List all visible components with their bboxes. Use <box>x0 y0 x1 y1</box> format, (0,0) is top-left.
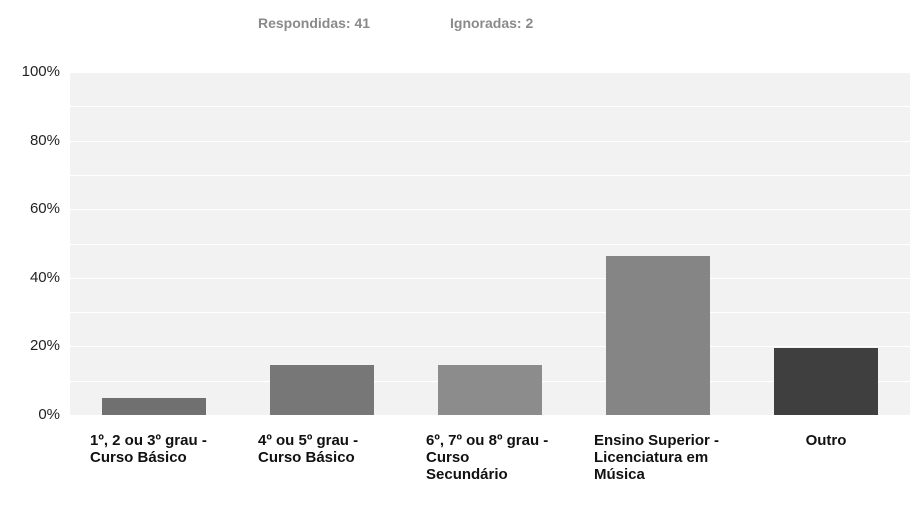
grid-line <box>70 209 910 211</box>
x-tick-label-box: 4º ou 5º grau - Curso Básico <box>238 432 406 466</box>
x-tick-label-box: 1º, 2 ou 3º grau - Curso Básico <box>70 432 238 466</box>
y-tick-label: 80% <box>29 131 60 149</box>
grid-line <box>70 415 910 416</box>
bar <box>774 348 878 415</box>
grid-line <box>70 346 910 348</box>
y-tick-label: 60% <box>29 200 60 218</box>
x-tick-label: 4º ou 5º grau - Curso Básico <box>258 432 359 466</box>
x-tick-label-box: 6º, 7º ou 8º grau - Curso Secundário <box>406 432 574 483</box>
minor-grid-line <box>70 106 910 108</box>
bar <box>606 256 710 415</box>
x-tick-label-box: Outro <box>742 432 910 449</box>
x-tick-label: 6º, 7º ou 8º grau - Curso Secundário <box>426 432 549 483</box>
grid-line <box>70 140 910 142</box>
skipped-count: Ignoradas: 2 <box>450 15 534 31</box>
answered-count: Respondidas: 41 <box>258 15 371 31</box>
y-tick-label: 40% <box>29 268 60 286</box>
minor-grid-line <box>70 243 910 245</box>
minor-grid-line <box>70 174 910 176</box>
bar <box>438 364 542 415</box>
x-tick-label: 1º, 2 ou 3º grau - Curso Básico <box>90 432 207 466</box>
grid-line <box>70 277 910 279</box>
y-tick-label: 100% <box>21 63 60 80</box>
y-tick-label: 0% <box>38 406 60 423</box>
y-tick-label: 20% <box>29 337 60 355</box>
x-tick-label: Outro <box>805 432 847 449</box>
bar <box>102 398 206 415</box>
x-tick-label-box: Ensino Superior - Licenciatura em Música <box>574 432 742 483</box>
bar <box>270 364 374 415</box>
minor-grid-line <box>70 312 910 314</box>
grid-line <box>70 72 910 73</box>
x-tick-label: Ensino Superior - Licenciatura em Música <box>594 432 720 483</box>
